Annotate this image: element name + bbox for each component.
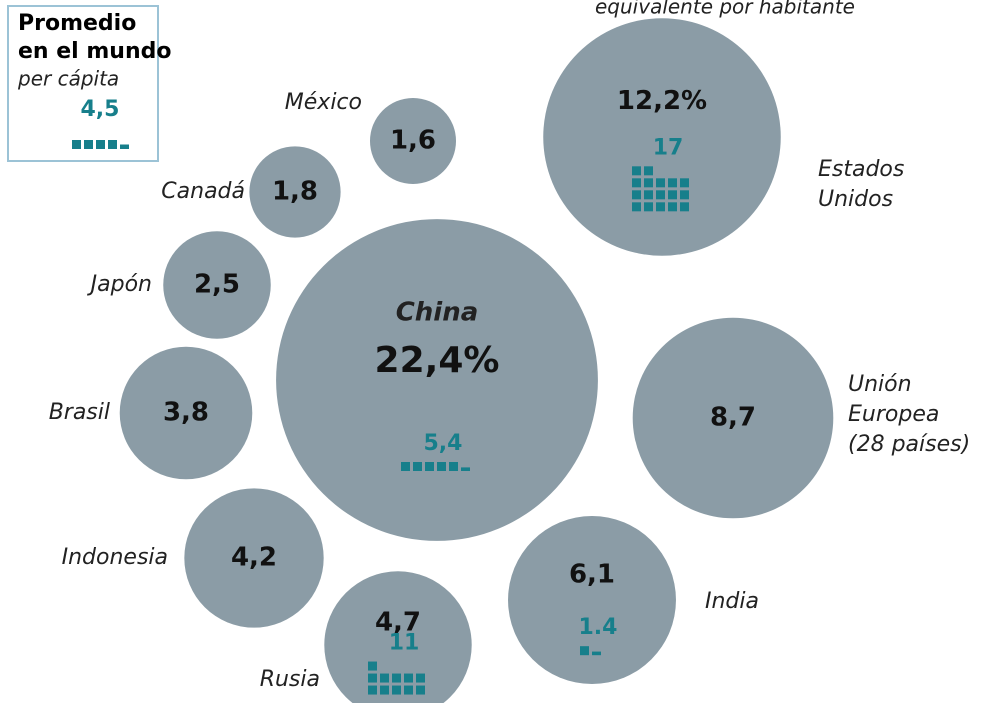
per-capita-square [108, 140, 117, 149]
per-capita-square [580, 646, 589, 656]
per-capita-square [668, 202, 677, 212]
per-capita-square [644, 166, 653, 176]
world-title: Promedio [18, 11, 136, 36]
value-label: 6,1 [569, 559, 615, 589]
value-label: 22,4% [375, 340, 500, 381]
bubble-label: Europea [848, 402, 939, 427]
world-box [7, 5, 159, 162]
bubble-label: Rusia [260, 667, 320, 692]
per-capita-square [368, 661, 377, 671]
per-capita-square [632, 178, 641, 188]
per-capita-square [668, 178, 677, 188]
per-capita-square [656, 190, 665, 200]
bubble-label: Canadá [161, 179, 245, 204]
bubble [543, 18, 781, 256]
per-capita-square [461, 467, 470, 471]
per-capita-square [632, 166, 641, 176]
per-capita-square [644, 202, 653, 212]
per-capita-label: 11 [389, 631, 420, 656]
bubble-label: Indonesia [62, 545, 168, 570]
value-label: 1,6 [390, 126, 436, 156]
per-capita-square [449, 462, 458, 471]
bubble-label: India [705, 589, 759, 614]
world-value: 4,5 [81, 97, 120, 122]
bubble [184, 488, 324, 628]
per-capita-square [632, 202, 641, 212]
value-label: 8,7 [710, 403, 756, 433]
bubble-label: Unidos [818, 187, 893, 212]
value-label: 3,8 [163, 398, 209, 428]
per-capita-square [380, 673, 389, 683]
per-capita-icon [368, 661, 425, 695]
bubble-label: Japón [87, 272, 152, 297]
value-label: 2,5 [194, 270, 240, 300]
per-capita-square [680, 178, 689, 188]
per-capita-label: 1.4 [579, 615, 618, 640]
per-capita-square [437, 462, 446, 471]
per-capita-square [392, 673, 401, 683]
per-capita-square [413, 462, 422, 471]
world-subtitle: per cápita [17, 67, 119, 91]
value-label: 12,2% [617, 86, 707, 116]
bubble-label: Unión [848, 372, 912, 397]
per-capita-square [401, 462, 410, 471]
per-capita-square [404, 673, 413, 683]
bubble-label: (28 países) [848, 432, 970, 457]
per-capita-square [392, 685, 401, 695]
bubble [249, 146, 341, 238]
bubble [163, 231, 271, 339]
bubble [324, 571, 472, 703]
per-capita-square [368, 685, 377, 695]
bubble [369, 97, 457, 185]
per-capita-icon [401, 462, 470, 471]
bubble-label: Estados [818, 157, 904, 182]
value-label: 4,7 [375, 607, 421, 637]
per-capita-square [656, 202, 665, 212]
per-capita-icon [580, 646, 601, 656]
value-label: 1,8 [272, 177, 318, 207]
bubble [119, 346, 253, 480]
per-capita-label: 17 [653, 135, 684, 160]
per-capita-square [368, 673, 377, 683]
per-capita-square [632, 190, 641, 200]
per-capita-square [96, 140, 105, 149]
per-capita-square [680, 202, 689, 212]
per-capita-square [425, 462, 434, 471]
per-capita-square [84, 140, 93, 149]
per-capita-square [644, 178, 653, 188]
per-capita-icon [72, 140, 129, 149]
bubble [508, 516, 676, 684]
per-capita-square [120, 144, 129, 149]
bubble-label: China [396, 298, 479, 328]
subtitle: equivalente por habitante [595, 0, 855, 19]
per-capita-square [72, 140, 81, 149]
per-capita-square [644, 190, 653, 200]
bubble-label: México [285, 90, 362, 115]
per-capita-square [416, 673, 425, 683]
bubble-label: Brasil [49, 400, 110, 425]
per-capita-square [680, 190, 689, 200]
per-capita-label: 5,4 [424, 431, 463, 456]
value-label: 4,2 [231, 543, 277, 573]
per-capita-square [416, 685, 425, 695]
bubble [632, 317, 834, 519]
per-capita-square [656, 178, 665, 188]
per-capita-square [380, 685, 389, 695]
per-capita-icon [632, 166, 689, 212]
bubble [276, 219, 598, 541]
world-title: en el mundo [18, 39, 171, 64]
per-capita-square [404, 685, 413, 695]
per-capita-square [668, 190, 677, 200]
per-capita-square [592, 651, 601, 656]
